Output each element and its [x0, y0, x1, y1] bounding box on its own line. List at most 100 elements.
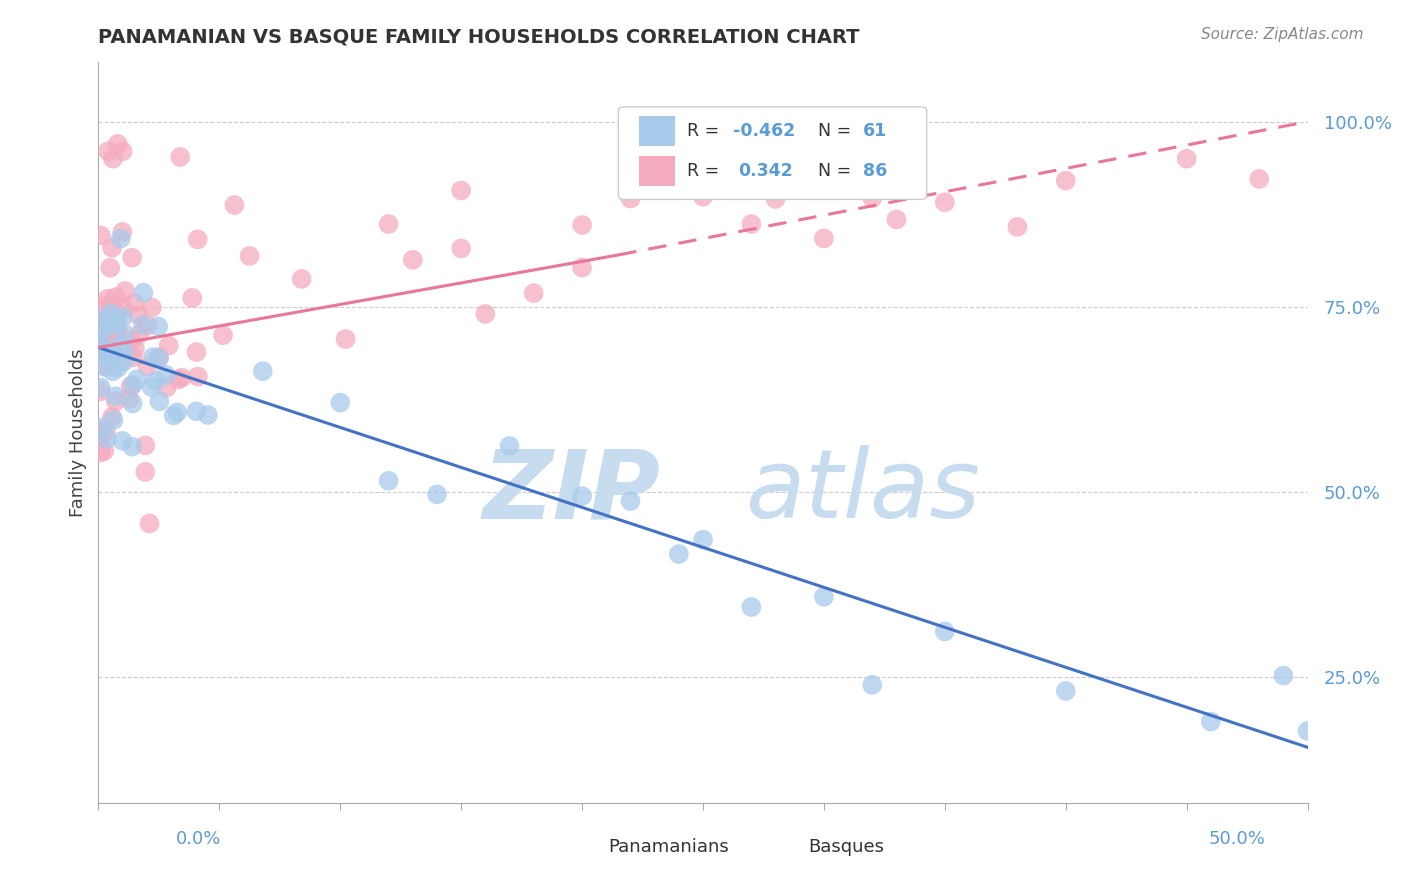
- Point: [571, 260, 593, 275]
- Point: [90, 228, 112, 243]
- Point: [124, 296, 146, 310]
- Point: [110, 231, 132, 245]
- Point: [136, 318, 159, 333]
- Point: [91, 423, 114, 437]
- Point: [450, 242, 472, 256]
- Point: [101, 349, 124, 363]
- Point: [104, 394, 127, 409]
- Point: [886, 212, 908, 227]
- Point: [108, 339, 131, 353]
- Point: [740, 600, 762, 615]
- Point: [186, 345, 208, 359]
- Point: [167, 372, 190, 386]
- Point: [148, 351, 170, 366]
- Text: Basques: Basques: [808, 838, 884, 856]
- Point: [93, 443, 115, 458]
- Point: [122, 351, 145, 365]
- Point: [98, 324, 121, 338]
- Point: [98, 260, 121, 275]
- Point: [377, 217, 399, 231]
- Point: [107, 323, 129, 337]
- Bar: [763, 836, 794, 858]
- Point: [498, 439, 520, 453]
- Point: [1054, 684, 1077, 698]
- Point: [186, 404, 208, 418]
- Point: [187, 232, 209, 246]
- Point: [121, 333, 143, 347]
- Point: [112, 301, 135, 316]
- Point: [103, 344, 125, 359]
- Point: [101, 364, 124, 378]
- Point: [1249, 172, 1271, 186]
- Point: [121, 378, 143, 392]
- Point: [93, 321, 115, 335]
- Point: [90, 380, 112, 394]
- Point: [148, 350, 170, 364]
- Y-axis label: Family Households: Family Households: [69, 349, 87, 516]
- Point: [112, 354, 135, 368]
- Point: [181, 291, 204, 305]
- Point: [107, 360, 129, 375]
- Point: [90, 445, 112, 459]
- Text: atlas: atlas: [745, 445, 980, 539]
- Point: [128, 327, 150, 342]
- Point: [96, 346, 118, 360]
- Point: [101, 241, 124, 255]
- Point: [1199, 714, 1222, 729]
- Point: [121, 251, 143, 265]
- Point: [571, 489, 593, 503]
- Point: [90, 344, 112, 359]
- Point: [668, 547, 690, 561]
- Text: 86: 86: [863, 162, 887, 180]
- Point: [934, 195, 956, 210]
- Point: [141, 301, 163, 315]
- Point: [101, 330, 124, 344]
- Point: [91, 299, 114, 313]
- Point: [93, 359, 115, 373]
- Point: [90, 311, 112, 326]
- Point: [619, 192, 641, 206]
- Point: [813, 231, 835, 245]
- Point: [692, 190, 714, 204]
- Point: [450, 184, 472, 198]
- Point: [104, 316, 127, 330]
- Point: [860, 191, 883, 205]
- Point: [163, 409, 186, 423]
- Point: [187, 369, 209, 384]
- Point: [740, 217, 762, 231]
- Point: [114, 284, 136, 298]
- Point: [105, 311, 128, 326]
- Point: [97, 292, 120, 306]
- Text: 61: 61: [863, 122, 887, 140]
- Point: [94, 425, 117, 439]
- Point: [121, 440, 143, 454]
- Point: [252, 364, 274, 378]
- Point: [934, 624, 956, 639]
- Text: 0.342: 0.342: [738, 162, 793, 180]
- FancyBboxPatch shape: [619, 107, 927, 200]
- Point: [523, 286, 546, 301]
- Point: [136, 359, 159, 374]
- Bar: [638, 156, 675, 186]
- Point: [474, 307, 496, 321]
- Text: R =: R =: [688, 122, 725, 140]
- Point: [1272, 668, 1295, 682]
- Point: [127, 308, 149, 322]
- Point: [170, 370, 193, 384]
- Point: [94, 359, 117, 374]
- Text: N =: N =: [818, 122, 856, 140]
- Point: [118, 392, 141, 406]
- Text: -0.462: -0.462: [734, 122, 796, 140]
- Point: [90, 336, 112, 351]
- Point: [91, 312, 114, 326]
- Point: [120, 379, 142, 393]
- Point: [1296, 723, 1319, 738]
- Point: [239, 249, 262, 263]
- Point: [765, 192, 787, 206]
- Point: [291, 272, 314, 286]
- Point: [571, 218, 593, 232]
- Point: [1007, 219, 1029, 234]
- Point: [90, 429, 112, 443]
- Point: [90, 384, 112, 399]
- Point: [134, 438, 156, 452]
